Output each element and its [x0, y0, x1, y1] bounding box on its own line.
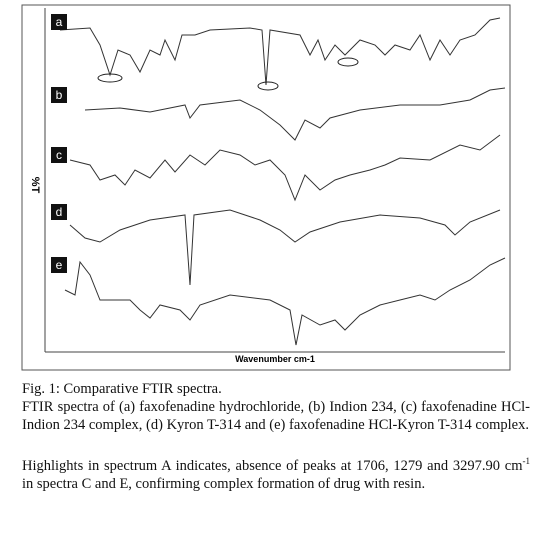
panel-label: d: [56, 205, 63, 219]
highlight: [257, 81, 279, 91]
panel-label: e: [56, 258, 63, 272]
spectrum-e: [64, 257, 506, 346]
caption-description: FTIR spectra of (a) faxofenadine hydroch…: [22, 399, 530, 433]
spectrum-b: [84, 87, 506, 141]
text: Highlights in spectrum A indicates, abse…: [22, 457, 523, 474]
highlight: [337, 57, 359, 67]
panel-label: a: [56, 15, 63, 29]
y-label: %T: [29, 177, 41, 194]
panel-label: c: [56, 148, 62, 162]
caption-title: Fig. 1: Comparative FTIR spectra.: [22, 381, 222, 397]
spectrum-c: [69, 134, 501, 202]
superscript: -1: [522, 456, 531, 466]
caption-highlights: Highlights in spectrum A indicates, abse…: [22, 452, 530, 493]
figure-frame: [21, 4, 511, 371]
highlight: [97, 73, 123, 83]
x-label: Wavenumber cm-1: [235, 354, 315, 364]
panel-badge: [51, 147, 67, 163]
text: in spectra C and E, confirming complex f…: [22, 475, 426, 492]
panel-badge: [51, 87, 67, 103]
spectrum-a: [59, 17, 501, 86]
spectrum-d: [69, 209, 501, 286]
figure: a b c d e %T Wavenumber cm-1: [21, 4, 511, 371]
panel-label: b: [56, 88, 63, 102]
panel-badge: [51, 204, 67, 220]
panel-badge: [51, 14, 67, 30]
panel-badge: [51, 257, 67, 273]
